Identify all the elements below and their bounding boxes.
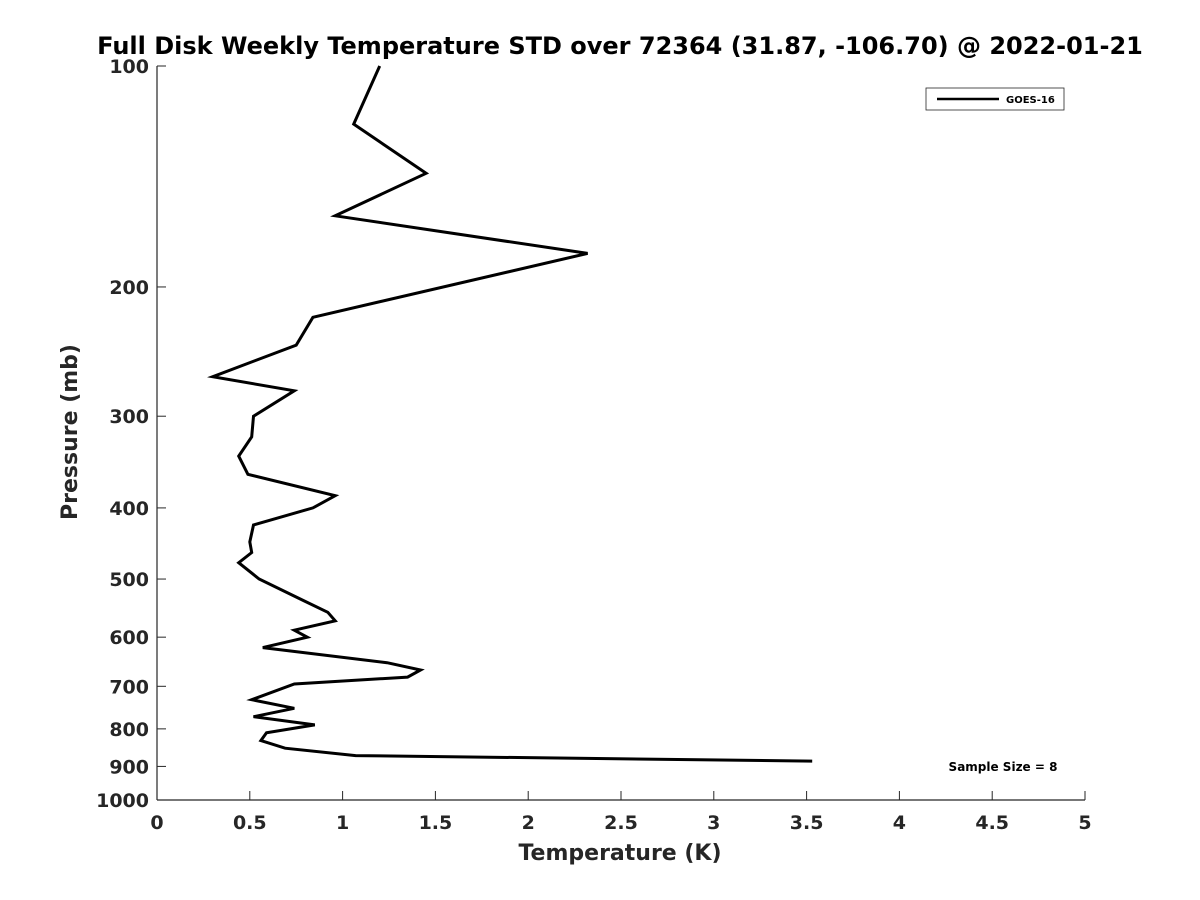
- x-tick-label: 2.5: [604, 812, 638, 834]
- x-axis-label: Temperature (K): [518, 841, 721, 866]
- y-tick-label: 800: [109, 719, 149, 741]
- x-tick-label: 0.5: [233, 812, 267, 834]
- y-tick-label: 100: [109, 56, 149, 78]
- y-tick-label: 600: [109, 627, 149, 649]
- y-tick-label: 200: [109, 277, 149, 299]
- y-tick-label: 1000: [96, 790, 149, 812]
- x-tick-label: 2: [522, 812, 535, 834]
- x-tick-label: 3: [707, 812, 720, 834]
- y-tick-label: 300: [109, 406, 149, 428]
- sample-size-annotation: Sample Size = 8: [949, 760, 1058, 774]
- x-tick-label: 0: [150, 812, 163, 834]
- series-line-goes-16: [207, 65, 813, 763]
- x-tick-label: 4: [893, 812, 906, 834]
- x-tick-label: 1.5: [419, 812, 453, 834]
- chart-title: Full Disk Weekly Temperature STD over 72…: [97, 32, 1143, 60]
- y-axis-ticks: 100 200 300 400 500 600 700 800 900 1000: [96, 56, 166, 812]
- x-tick-label: 1: [336, 812, 349, 834]
- x-axis-ticks: 0 0.5 1 1.5 2 2.5 3 3.5 4 4.5 5: [150, 791, 1092, 834]
- y-tick-label: 400: [109, 498, 149, 520]
- legend-label-goes-16: GOES-16: [1006, 95, 1055, 106]
- series-layer: [207, 65, 813, 763]
- y-tick-label: 500: [109, 569, 149, 591]
- y-tick-label: 900: [109, 756, 149, 778]
- y-tick-label: 700: [109, 676, 149, 698]
- x-tick-label: 5: [1078, 812, 1091, 834]
- y-axis-label: Pressure (mb): [58, 344, 83, 520]
- x-tick-label: 4.5: [975, 812, 1009, 834]
- x-tick-label: 3.5: [790, 812, 824, 834]
- legend: GOES-16: [925, 87, 1065, 111]
